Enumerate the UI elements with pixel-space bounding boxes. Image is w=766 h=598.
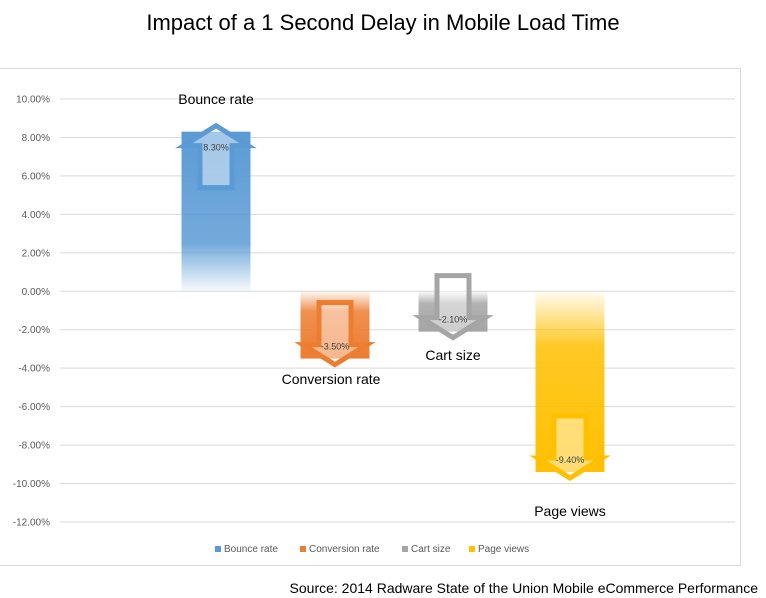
- y-tick-label: -4.00%: [18, 364, 50, 375]
- data-label: -3.50%: [321, 342, 350, 352]
- legend-label: Bounce rate: [224, 544, 278, 555]
- data-label: 8.30%: [203, 143, 229, 153]
- arrow-icon: [294, 300, 376, 368]
- y-tick-label: 8.00%: [22, 133, 50, 144]
- y-tick-label: 6.00%: [22, 171, 50, 182]
- legend-swatch: [469, 546, 475, 552]
- y-tick-label: -2.00%: [18, 325, 50, 336]
- arrow-icon: [175, 122, 257, 191]
- chart-frame: [0, 68, 741, 566]
- legend-swatch: [215, 546, 221, 552]
- category-label: Conversion rate: [282, 371, 381, 387]
- data-label: -9.40%: [556, 455, 585, 465]
- y-tick-label: -6.00%: [18, 402, 50, 413]
- bar-page-views: [535, 291, 605, 473]
- category-label: Page views: [534, 503, 606, 519]
- legend-swatch: [402, 546, 408, 552]
- legend-label: Page views: [478, 544, 529, 555]
- y-tick-label: 4.00%: [22, 210, 50, 221]
- legend-label: Conversion rate: [309, 544, 380, 555]
- chart-title: Impact of a 1 Second Delay in Mobile Loa…: [146, 10, 620, 35]
- source-note: Source: 2014 Radware State of the Union …: [289, 580, 758, 596]
- category-label: Bounce rate: [178, 91, 254, 107]
- y-tick-label: -10.00%: [13, 479, 50, 490]
- category-label: Cart size: [425, 347, 480, 363]
- arrow-icon: [412, 273, 494, 341]
- arrow-icon: [529, 413, 611, 481]
- bar-bounce-rate: [181, 131, 251, 292]
- y-tick-label: -8.00%: [18, 441, 50, 452]
- y-tick-label: -12.00%: [13, 518, 50, 529]
- data-label: -2.10%: [439, 315, 468, 325]
- legend-swatch: [300, 546, 306, 552]
- y-tick-label: 0.00%: [22, 287, 50, 298]
- y-tick-label: 2.00%: [22, 248, 50, 259]
- legend-label: Cart size: [411, 544, 451, 555]
- y-tick-label: 10.00%: [16, 95, 50, 106]
